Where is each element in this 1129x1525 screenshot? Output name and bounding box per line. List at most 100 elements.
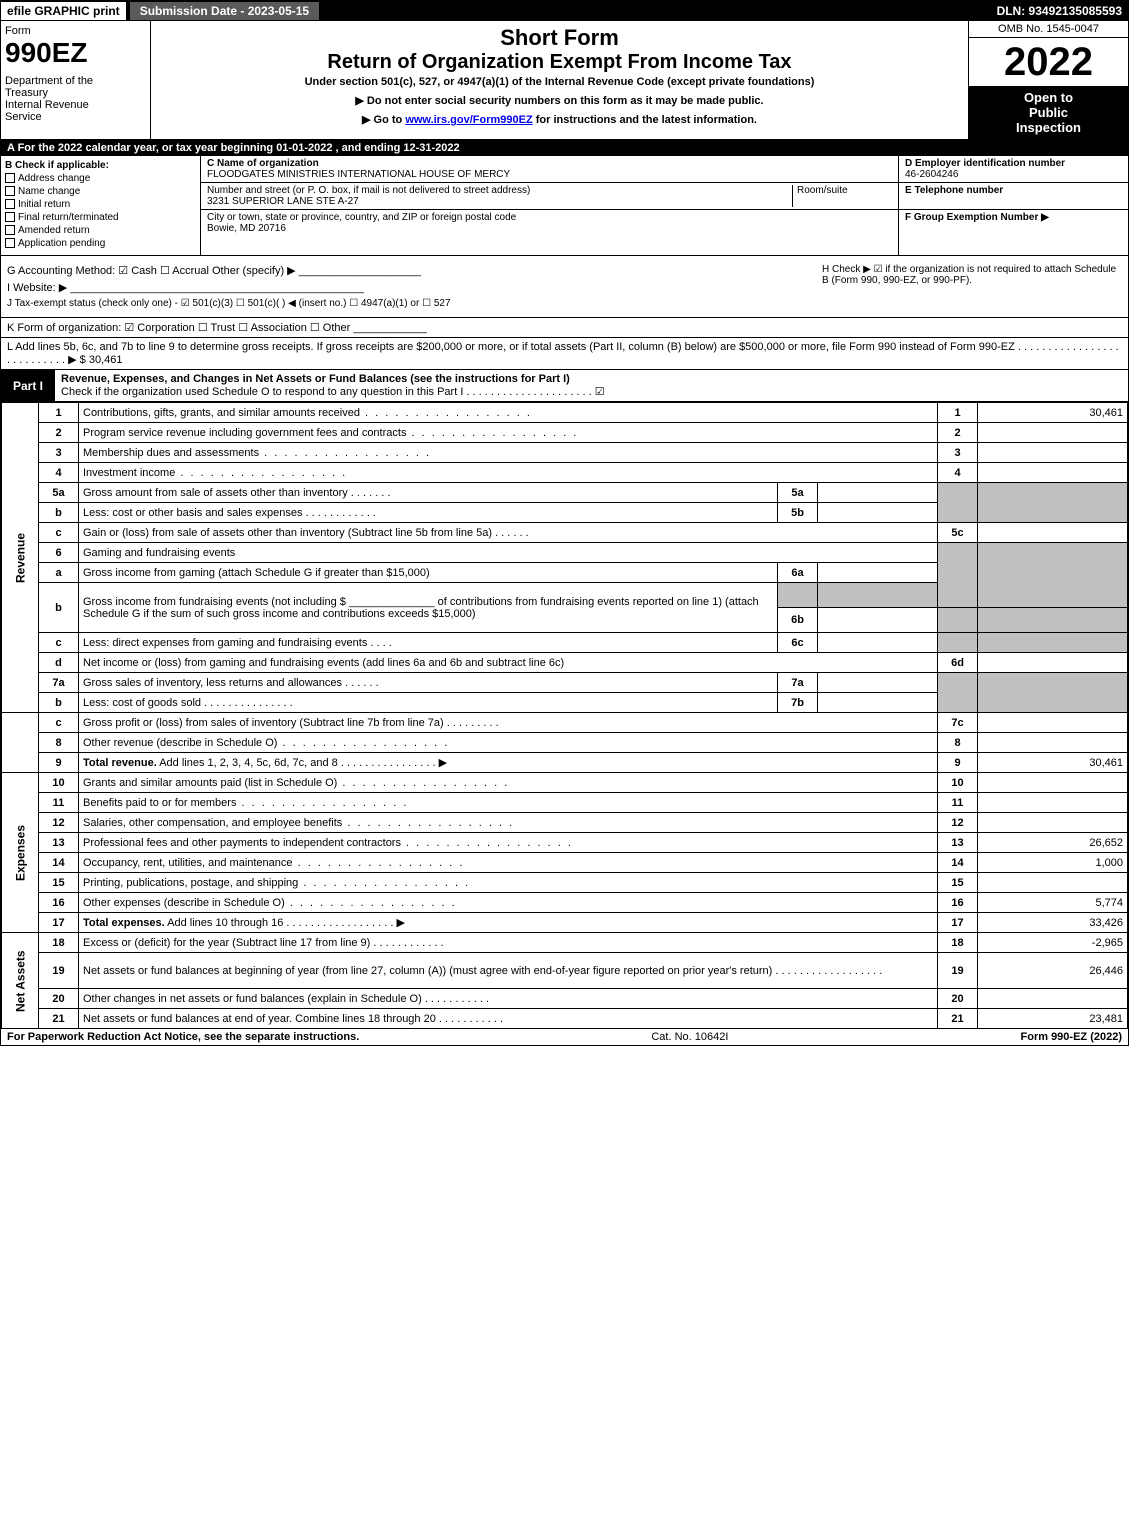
chk-amended-return[interactable]: Amended return — [5, 225, 196, 236]
ln19-val: 26,446 — [978, 953, 1128, 989]
ln7-shade-val — [978, 673, 1128, 713]
ln8-num: 8 — [39, 733, 79, 753]
ln3-val — [978, 443, 1128, 463]
ein-box: D Employer identification number 46-2604… — [899, 156, 1128, 183]
row-k: K Form of organization: ☑ Corporation ☐ … — [1, 318, 1128, 338]
ln3-desc: Membership dues and assessments — [83, 447, 259, 459]
form-number: 990EZ — [5, 37, 146, 69]
ln6a-num: a — [39, 563, 79, 583]
irs-link[interactable]: www.irs.gov/Form990EZ — [405, 114, 532, 126]
ln10-num: 10 — [39, 773, 79, 793]
ln6-shade-val — [978, 543, 1128, 608]
ln7c-val — [978, 713, 1128, 733]
ln7a-sub: 7a — [778, 673, 818, 693]
tax-year: 2022 — [969, 38, 1128, 86]
expenses-rotated-label: Expenses — [2, 773, 39, 933]
ln12-num: 12 — [39, 813, 79, 833]
room-label: Room/suite — [797, 185, 848, 196]
footer-right: Form 990-EZ (2022) — [1021, 1031, 1123, 1043]
section-ghij: G Accounting Method: ☑ Cash ☐ Accrual Ot… — [1, 256, 1128, 318]
revenue-rotated-cont — [2, 713, 39, 773]
ln21-rnum: 21 — [938, 1009, 978, 1029]
ln10-rnum: 10 — [938, 773, 978, 793]
omb-number: OMB No. 1545-0047 — [969, 21, 1128, 38]
ln9-val: 30,461 — [978, 753, 1128, 773]
chk-final-return[interactable]: Final return/terminated — [5, 212, 196, 223]
open-line2: Public — [973, 105, 1124, 120]
ln5a-desc: Gross amount from sale of assets other t… — [83, 487, 348, 499]
ln15-num: 15 — [39, 873, 79, 893]
chk-name-change[interactable]: Name change — [5, 186, 196, 197]
open-line3: Inspection — [973, 120, 1124, 135]
ln5b-desc: Less: cost or other basis and sales expe… — [83, 507, 303, 519]
ln4-desc: Investment income — [83, 467, 175, 479]
section-b: B Check if applicable: Address change Na… — [1, 156, 1128, 256]
ln5c-num: c — [39, 523, 79, 543]
b-label: B Check if applicable: — [5, 160, 109, 171]
city-box: City or town, state or province, country… — [201, 210, 898, 236]
ln6c-num: c — [39, 633, 79, 653]
dln: DLN: 93492135085593 — [991, 2, 1128, 20]
open-public: Open to Public Inspection — [969, 86, 1128, 139]
ln20-rnum: 20 — [938, 989, 978, 1009]
chk-initial-return[interactable]: Initial return — [5, 199, 196, 210]
header-center: Short Form Return of Organization Exempt… — [151, 21, 968, 139]
ln11-rnum: 11 — [938, 793, 978, 813]
submission-date: Submission Date - 2023-05-15 — [130, 2, 319, 20]
ln7b-num: b — [39, 693, 79, 713]
chk-application-pending[interactable]: Application pending — [5, 238, 196, 249]
ln2-desc: Program service revenue including govern… — [83, 427, 406, 439]
ln7a-num: 7a — [39, 673, 79, 693]
ln17-rnum: 17 — [938, 913, 978, 933]
row-h: H Check ▶ ☑ if the organization is not r… — [822, 264, 1122, 286]
ln5a-sub: 5a — [778, 483, 818, 503]
ln12-desc: Salaries, other compensation, and employ… — [83, 817, 342, 829]
ln8-rnum: 8 — [938, 733, 978, 753]
efile-label[interactable]: efile GRAPHIC print — [1, 2, 126, 20]
ln21-desc: Net assets or fund balances at end of ye… — [83, 1013, 436, 1025]
ln5c-desc: Gain or (loss) from sale of assets other… — [83, 527, 492, 539]
form-subtitle: Under section 501(c), 527, or 4947(a)(1)… — [157, 76, 962, 88]
ln10-desc: Grants and similar amounts paid (list in… — [83, 777, 337, 789]
chk-address-change[interactable]: Address change — [5, 173, 196, 184]
phone-box: E Telephone number — [899, 183, 1128, 210]
ln14-val: 1,000 — [978, 853, 1128, 873]
ln6b-sub: 6b — [778, 608, 818, 633]
header-right: OMB No. 1545-0047 2022 Open to Public In… — [968, 21, 1128, 139]
ln3-num: 3 — [39, 443, 79, 463]
revenue-expenses-table: Revenue 1 Contributions, gifts, grants, … — [1, 402, 1128, 1029]
topbar: efile GRAPHIC print Submission Date - 20… — [1, 1, 1128, 21]
ln7-shade — [938, 673, 978, 713]
addr-value: 3231 SUPERIOR LANE STE A-27 — [207, 196, 359, 207]
ln4-rnum: 4 — [938, 463, 978, 483]
row-a: A For the 2022 calendar year, or tax yea… — [1, 140, 1128, 156]
ln6c-subval — [818, 633, 938, 653]
ln5b-sub: 5b — [778, 503, 818, 523]
section-b-checkboxes: B Check if applicable: Address change Na… — [1, 156, 201, 255]
row-i: I Website: ▶ ___________________________… — [7, 281, 822, 294]
ln7c-num: c — [39, 713, 79, 733]
ln16-rnum: 16 — [938, 893, 978, 913]
revenue-rotated-label: Revenue — [2, 403, 39, 713]
c-name-value: FLOODGATES MINISTRIES INTERNATIONAL HOUS… — [207, 169, 510, 180]
note-ssn: ▶ Do not enter social security numbers o… — [157, 94, 962, 107]
ln7a-subval — [818, 673, 938, 693]
ln6d-desc: Net income or (loss) from gaming and fun… — [79, 653, 938, 673]
city-label: City or town, state or province, country… — [207, 212, 516, 223]
ln6c-shade — [938, 633, 978, 653]
d-label: D Employer identification number — [905, 158, 1065, 169]
org-name-box: C Name of organization FLOODGATES MINIST… — [201, 156, 898, 183]
ln8-val — [978, 733, 1128, 753]
addr-label: Number and street (or P. O. box, if mail… — [207, 185, 530, 196]
ln15-val — [978, 873, 1128, 893]
ln6d-rnum: 6d — [938, 653, 978, 673]
ln9-rnum: 9 — [938, 753, 978, 773]
department: Department of theTreasuryInternal Revenu… — [5, 75, 146, 123]
row-l: L Add lines 5b, 6c, and 7b to line 9 to … — [1, 338, 1128, 370]
e-label: E Telephone number — [905, 185, 1003, 196]
ln5a-subval — [818, 483, 938, 503]
ln1-val: 30,461 — [978, 403, 1128, 423]
ln2-num: 2 — [39, 423, 79, 443]
row-l-text: L Add lines 5b, 6c, and 7b to line 9 to … — [7, 341, 1119, 366]
ln18-desc: Excess or (deficit) for the year (Subtra… — [83, 937, 370, 949]
